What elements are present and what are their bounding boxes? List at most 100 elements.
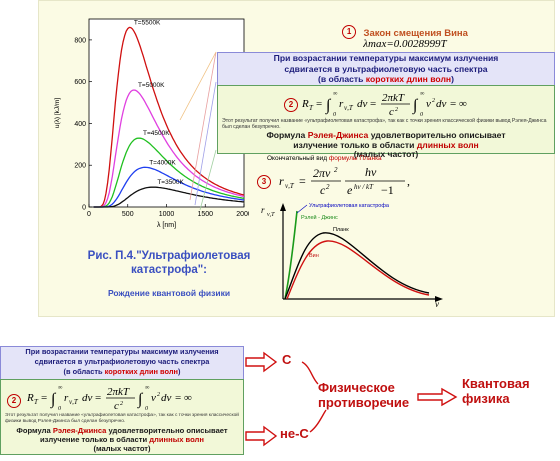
item-number-3: 3: [257, 174, 271, 189]
svg-text:hν / kT: hν / kT: [354, 183, 374, 191]
svg-text:dν: dν: [357, 98, 368, 110]
svg-text:2: 2: [120, 401, 123, 407]
svg-text:= ∞: = ∞: [450, 98, 467, 110]
svg-text:2πkT: 2πkT: [382, 92, 405, 104]
x-tick-label: 0: [87, 211, 91, 218]
svg-text:ν: ν: [151, 392, 156, 404]
uv-catastrophe-note: Этот результат получил название «ультраф…: [222, 118, 547, 131]
svg-text:∫: ∫: [412, 97, 419, 115]
svg-text:= ∞: = ∞: [175, 392, 192, 404]
svg-text:R: R: [302, 98, 309, 110]
figure-caption: Рис. П.4."Ультрафиолетовая катастрофа":: [87, 250, 251, 276]
curve-not-c-to-contradiction: [309, 409, 327, 433]
wien-title: Закон смещения Вина: [363, 28, 468, 39]
series-line: [93, 89, 245, 208]
label-c: С: [282, 352, 292, 367]
svg-text:=: =: [316, 98, 322, 110]
svg-text:2πkT: 2πkT: [107, 386, 130, 398]
catastrophe-sketch: r ν,T ν Ультрафиолетовая катастрофа Рэле…: [261, 203, 443, 309]
svg-text:∞: ∞: [420, 91, 425, 97]
sketch-y-label: r: [261, 205, 265, 215]
planck-label-a: Окончательный вид: [267, 155, 329, 162]
svg-text:c: c: [114, 400, 119, 412]
series-label: T=4500K: [143, 130, 170, 137]
rj-line-1c: удовлетворительно описывает: [368, 130, 506, 140]
svg-text:=: =: [299, 174, 306, 188]
svg-text:=: =: [370, 98, 376, 110]
svg-text:R: R: [27, 392, 34, 404]
sketch-x-label: ν: [435, 299, 439, 309]
bottom-uv-line-3b: коротких длин волн: [104, 367, 178, 376]
bottom-rj-line-1c: удовлетворительно описывает: [106, 426, 228, 435]
svg-text:T: T: [309, 104, 314, 112]
rj-line-3: (малых частот): [353, 149, 419, 159]
y-tick-label: 0: [82, 205, 86, 212]
svg-text:=: =: [41, 392, 47, 404]
svg-text:0: 0: [333, 112, 336, 118]
y-tick-label: 800: [74, 37, 86, 44]
item-number-2: 2: [284, 97, 298, 112]
bottom-uv-line-3c: ): [178, 367, 181, 376]
bottom-rj-line-2a: излучение только в области: [40, 435, 150, 444]
wien-formula: λmax=0.0028999T: [363, 38, 447, 50]
bottom-uv-catastrophe-note: Этот результат получил название «ультраф…: [5, 413, 239, 424]
svg-text:2: 2: [326, 183, 330, 191]
svg-text:0: 0: [420, 112, 423, 118]
bottom-item-2-wrapper: 2: [7, 392, 21, 410]
uv-line-2: сдвигается в ультрафиолетовую часть спек…: [284, 63, 488, 74]
svg-text:∞: ∞: [333, 91, 338, 97]
item-2-wrapper: 2: [284, 96, 298, 114]
wien-heading: 1 Закон смещения Вина: [255, 23, 555, 41]
svg-text:−1: −1: [381, 183, 394, 197]
svg-text:hν: hν: [365, 165, 377, 179]
svg-text:e: e: [347, 183, 353, 197]
svg-text:2: 2: [334, 166, 338, 174]
series-line: [93, 137, 245, 208]
svg-text:,: ,: [407, 174, 410, 188]
series-label: T=3500K: [157, 179, 184, 186]
bottom-rj-statement: Формула Рэлея-Джинса удовлетворительно о…: [1, 426, 243, 453]
bottom-rj-line-1a: Формула: [16, 426, 53, 435]
svg-text:2: 2: [432, 98, 435, 104]
svg-text:ν,T: ν,T: [69, 398, 79, 406]
quantum-physics-label: Квантовая физика: [462, 376, 530, 406]
svg-text:0: 0: [58, 406, 61, 412]
uv-line-1: При возрастании температуры максимум изл…: [273, 53, 499, 63]
item-number-1: 1: [342, 24, 357, 39]
bottom-uv-line-3a: (в область: [63, 367, 105, 376]
series-label: T=5000K: [138, 82, 165, 89]
bottom-rj-line-3: (малых частот): [93, 444, 151, 453]
svg-text:=: =: [95, 392, 101, 404]
arrow-to-quantum: [417, 387, 458, 407]
x-tick-label: 500: [122, 211, 134, 218]
slide-panel: 05001000150020000200400600800λ [nm]u(λ) …: [38, 0, 555, 317]
bottom-uv-line-1: При возрастании температуры максимум изл…: [25, 347, 219, 356]
bottom-rj-line-2b: длинных волн: [149, 435, 204, 444]
svg-text:r: r: [339, 98, 344, 110]
planck-label: Окончательный вид формулы Планка: [267, 155, 382, 162]
svg-text:2: 2: [157, 392, 160, 398]
svg-text:ν,T: ν,T: [344, 104, 354, 112]
connector-lines: [179, 51, 217, 211]
series-line: [93, 26, 245, 208]
svg-text:2πν: 2πν: [313, 166, 331, 180]
planck-curve-label: Планк: [333, 227, 349, 233]
rj-line-1a: Формула: [266, 130, 308, 140]
rj-statement: Формула Рэлея-Джинса удовлетворительно о…: [218, 130, 554, 160]
y-tick-label: 400: [74, 121, 86, 128]
bottom-item-number-2: 2: [7, 393, 21, 408]
arrow-to-c: [245, 351, 278, 373]
uv-line-3b: коротких длин волн: [365, 74, 452, 84]
wien-curve: [286, 240, 430, 300]
svg-text:T: T: [34, 398, 39, 406]
svg-text:c: c: [389, 106, 394, 118]
series-label: T=4000K: [149, 159, 176, 166]
rj-curve-label: Рэлей - Джинс: [301, 214, 338, 221]
x-tick-label: 1000: [159, 211, 175, 218]
figure-subcaption: Рождение квантовой физики: [107, 288, 231, 298]
svg-text:ν,T: ν,T: [285, 182, 295, 190]
